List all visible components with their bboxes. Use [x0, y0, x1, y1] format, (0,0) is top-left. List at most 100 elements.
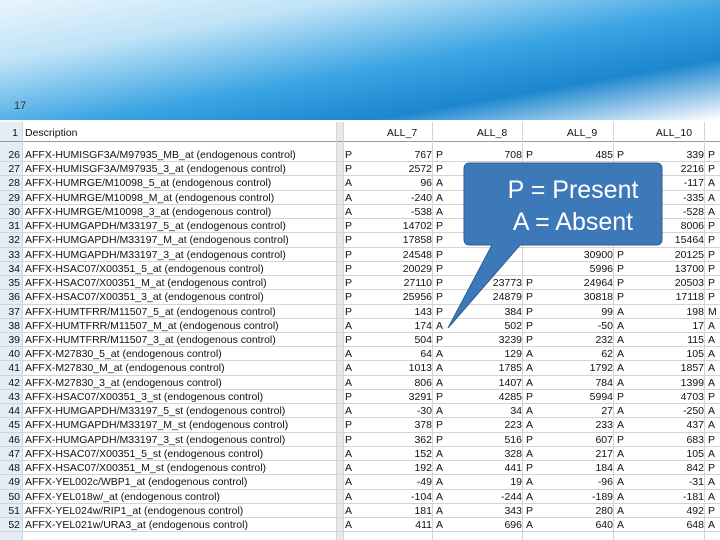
- value: 17: [692, 319, 704, 332]
- value: 96: [420, 177, 432, 190]
- spreadsheet: 1 Description ALL_7 ALL_8 ALL_9 ALL_10 26 AFFX-…: [0, 122, 720, 540]
- call: A: [345, 191, 353, 204]
- value: -30: [416, 405, 432, 418]
- call: A: [436, 447, 444, 460]
- row-line: [0, 260, 720, 262]
- call: P: [617, 149, 625, 161]
- description: AFFX-HUMRGE/M10098_M_at (endogenous cont…: [25, 191, 275, 204]
- column-line: [336, 122, 337, 540]
- call: A: [617, 462, 625, 475]
- description: AFFX-YEL018w/_at (endogenous control): [25, 490, 220, 503]
- value: 99: [601, 305, 613, 318]
- row-line: [0, 445, 720, 447]
- call: P: [436, 262, 444, 275]
- call: A: [708, 319, 716, 332]
- value: 767: [414, 149, 432, 161]
- value: 14702: [402, 220, 432, 233]
- call: A: [708, 518, 716, 531]
- value: 441: [504, 462, 522, 475]
- call: A: [345, 376, 353, 389]
- call: P: [345, 291, 353, 304]
- row-number: 29: [8, 191, 20, 204]
- call: A: [526, 447, 534, 460]
- call: P: [436, 305, 444, 318]
- value: 24964: [583, 277, 613, 290]
- call: P: [708, 462, 716, 475]
- value: 5994: [589, 390, 613, 403]
- row-number: 38: [8, 319, 20, 332]
- column-line: [432, 122, 433, 540]
- value: 232: [595, 333, 613, 346]
- value: 362: [414, 433, 432, 446]
- call: A: [617, 447, 625, 460]
- row-number: 43: [8, 390, 20, 403]
- call: P: [617, 277, 625, 290]
- row-line: [0, 360, 720, 362]
- call: A: [526, 405, 534, 418]
- call: A: [617, 419, 625, 432]
- row-line: [0, 374, 720, 376]
- call: P: [526, 390, 534, 403]
- call: A: [708, 348, 716, 361]
- row-line: [0, 488, 720, 490]
- call: P: [436, 433, 444, 446]
- value: 24548: [402, 248, 432, 261]
- call: P: [436, 419, 444, 432]
- value: -96: [597, 476, 613, 489]
- value: 105: [686, 348, 704, 361]
- call: P: [345, 390, 353, 403]
- column-header: Description: [25, 127, 78, 139]
- row-number: 49: [8, 476, 20, 489]
- row-number: 36: [8, 291, 20, 304]
- value: 384: [504, 305, 522, 318]
- row-line: [0, 331, 720, 333]
- row-line: [0, 275, 720, 277]
- call: A: [526, 419, 534, 432]
- call: A: [617, 490, 625, 503]
- row-number: 48: [8, 462, 20, 475]
- call: A: [436, 518, 444, 531]
- description: AFFX-HUMTFRR/M11507_M_at (endogenous con…: [25, 319, 279, 332]
- value: 20503: [674, 277, 704, 290]
- description: AFFX-HUMTFRR/M11507_5_at (endogenous con…: [25, 305, 276, 318]
- row-number: 31: [8, 220, 20, 233]
- row-line: [0, 289, 720, 291]
- row-line: [0, 388, 720, 390]
- value: 492: [686, 504, 704, 517]
- row-line: [0, 317, 720, 319]
- value: 13700: [674, 262, 704, 275]
- call: P: [436, 234, 444, 247]
- row-line: [0, 516, 720, 518]
- call: P: [345, 163, 353, 176]
- row-number: 51: [8, 504, 20, 517]
- value: 696: [504, 518, 522, 531]
- value: -240: [410, 191, 432, 204]
- description: AFFX-HUMGAPDH/M33197_3_at (endogenous co…: [25, 248, 286, 261]
- row-line: [0, 474, 720, 476]
- call: A: [617, 518, 625, 531]
- value: 4703: [680, 390, 704, 403]
- value: 683: [686, 433, 704, 446]
- call: P: [708, 433, 716, 446]
- value: 1407: [498, 376, 522, 389]
- column-line: [522, 122, 523, 540]
- value: -50: [597, 319, 613, 332]
- call: A: [345, 490, 353, 503]
- value: 1785: [498, 362, 522, 375]
- value: 25956: [402, 291, 432, 304]
- call: P: [345, 262, 353, 275]
- description: AFFX-HSAC07/X00351_3_at (endogenous cont…: [25, 291, 264, 304]
- call: A: [617, 476, 625, 489]
- call: P: [617, 291, 625, 304]
- header-band: [0, 0, 720, 120]
- description: AFFX-HUMISGF3A/M97935_MB_at (endogenous …: [25, 149, 296, 161]
- row-number: 26: [8, 149, 20, 161]
- value: 1399: [680, 376, 704, 389]
- call: P: [436, 220, 444, 233]
- value: 8006: [680, 220, 704, 233]
- value: 607: [595, 433, 613, 446]
- call: P: [526, 433, 534, 446]
- description: AFFX-M27830_M_at (endogenous control): [25, 362, 225, 375]
- call: A: [436, 462, 444, 475]
